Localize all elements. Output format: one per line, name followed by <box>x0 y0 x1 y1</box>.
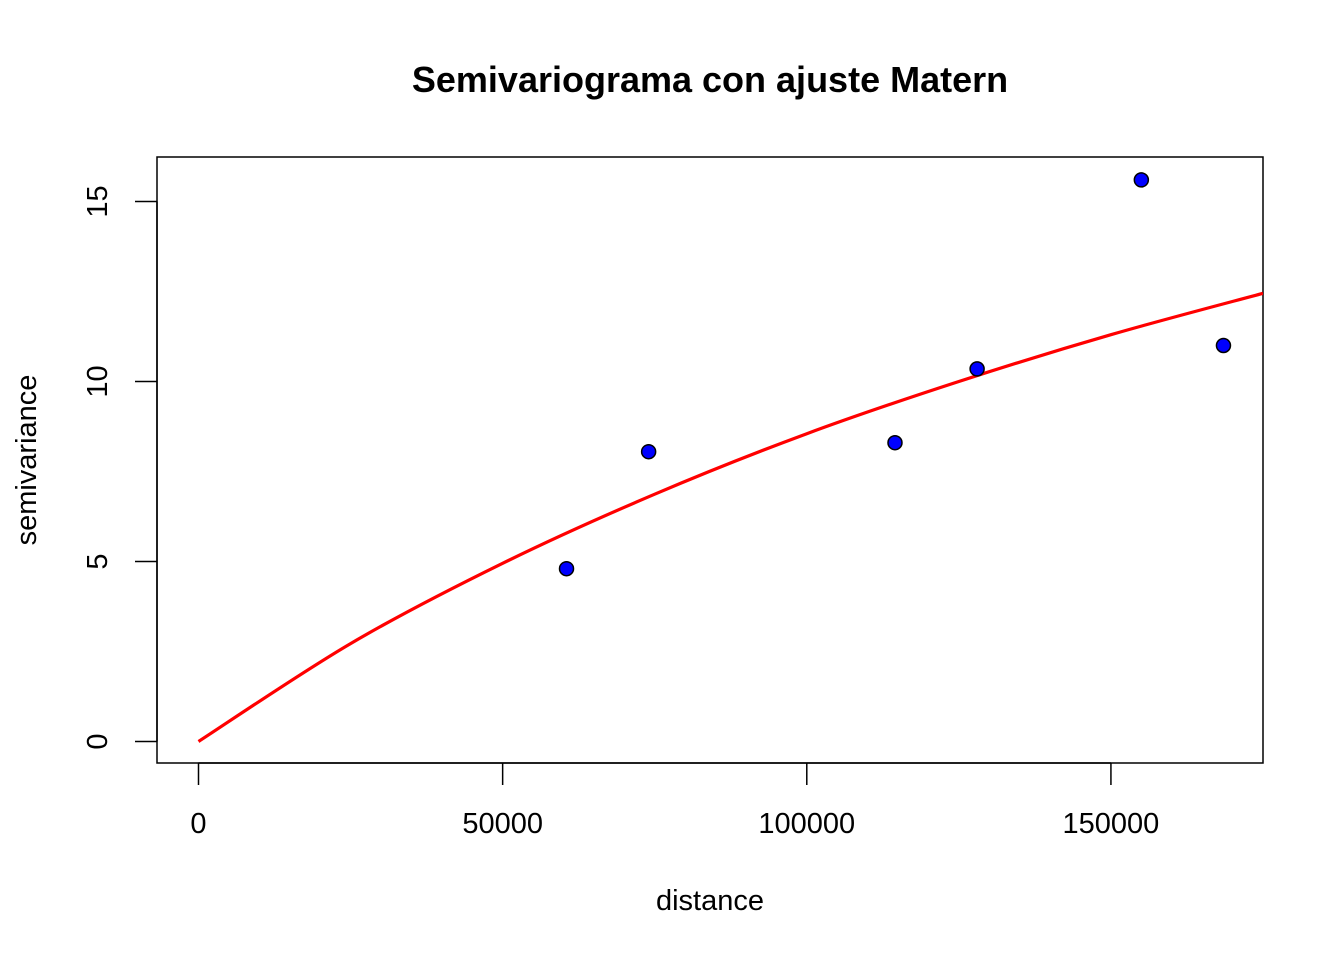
y-axis-label: semivariance <box>11 375 43 546</box>
x-tick-label: 100000 <box>758 808 855 840</box>
chart-title: Semivariograma con ajuste Matern <box>412 59 1008 100</box>
data-point <box>1215 337 1232 354</box>
data-point <box>969 361 985 377</box>
x-axis: 0 50000 100000 150000 <box>190 762 1160 840</box>
data-point <box>558 560 575 577</box>
y-tick-label: 0 <box>82 733 114 749</box>
y-tick-label: 5 <box>82 553 114 569</box>
y-tick-label: 15 <box>82 185 114 217</box>
y-axis: 0 5 10 15 <box>82 185 158 750</box>
x-tick-label: 150000 <box>1063 808 1160 840</box>
plot-frame <box>156 156 1264 764</box>
x-axis-label: distance <box>656 885 764 917</box>
x-tick-label: 0 <box>190 808 206 840</box>
data-point <box>887 434 903 451</box>
data-point <box>1133 172 1150 188</box>
y-tick-label: 10 <box>82 365 114 397</box>
data-point <box>640 443 657 460</box>
matern-fit-line <box>197 291 1263 743</box>
plot-content <box>197 172 1263 743</box>
x-tick-label: 50000 <box>462 808 543 840</box>
